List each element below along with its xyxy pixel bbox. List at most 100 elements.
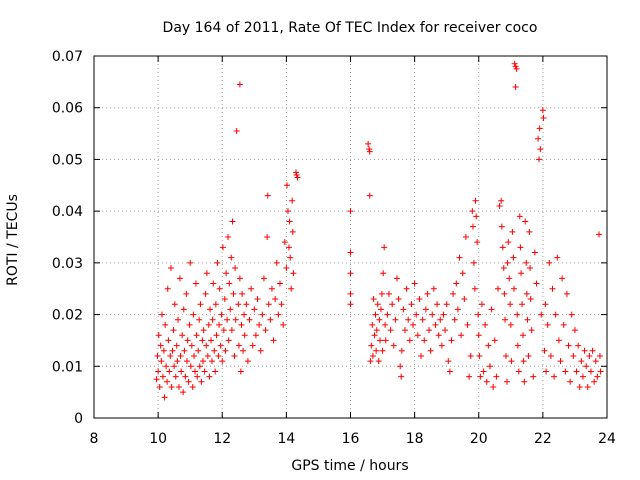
data-point: [188, 342, 195, 349]
data-point: [488, 306, 495, 313]
data-point: [422, 306, 429, 313]
data-point: [219, 244, 226, 251]
data-point: [451, 316, 458, 323]
y-tick-label: 0.05: [52, 152, 83, 168]
data-point: [494, 285, 501, 292]
data-point: [347, 301, 354, 308]
data-point: [347, 290, 354, 297]
data-point: [400, 306, 407, 313]
data-point: [584, 383, 591, 390]
data-point: [254, 296, 261, 303]
data-point: [525, 352, 532, 359]
data-point: [157, 342, 164, 349]
data-point: [535, 135, 542, 142]
data-point: [236, 81, 243, 88]
data-point: [472, 197, 479, 204]
data-point: [217, 342, 224, 349]
data-point: [187, 363, 194, 370]
data-point: [244, 358, 251, 365]
data-point: [510, 254, 517, 261]
data-point: [201, 368, 208, 375]
data-point: [170, 327, 177, 334]
data-point: [398, 373, 405, 380]
data-point: [498, 197, 505, 204]
data-point: [280, 321, 287, 328]
data-point: [252, 332, 259, 339]
data-point: [175, 383, 182, 390]
data-point: [527, 296, 534, 303]
data-point: [181, 347, 188, 354]
data-point: [286, 218, 293, 225]
data-point: [289, 228, 296, 235]
data-point: [503, 352, 510, 359]
data-point: [369, 321, 376, 328]
data-point: [469, 208, 476, 215]
data-point: [562, 368, 569, 375]
data-point: [410, 321, 417, 328]
data-point: [462, 234, 469, 240]
data-point: [523, 290, 530, 297]
data-point: [578, 358, 585, 365]
data-point: [228, 327, 235, 334]
data-point: [480, 368, 487, 375]
data-point: [456, 254, 463, 261]
data-point: [288, 285, 295, 292]
data-point: [200, 327, 207, 334]
data-point: [466, 373, 473, 380]
data-point: [196, 316, 203, 323]
data-point: [467, 352, 474, 359]
data-point: [276, 280, 283, 287]
data-point: [402, 327, 409, 334]
data-point: [531, 249, 538, 256]
data-point: [513, 65, 520, 72]
data-point: [384, 311, 391, 318]
data-point: [213, 332, 220, 339]
data-point: [262, 327, 269, 334]
data-point: [464, 321, 471, 328]
data-point: [509, 228, 516, 235]
data-point: [183, 290, 190, 297]
data-point: [413, 311, 420, 318]
data-point: [491, 337, 498, 344]
data-point: [520, 358, 527, 365]
data-point: [248, 285, 255, 292]
data-point: [267, 316, 274, 323]
data-point: [184, 337, 191, 344]
data-point: [159, 373, 166, 380]
data-point: [432, 321, 439, 328]
data-point: [373, 347, 380, 354]
data-point: [419, 316, 426, 323]
x-tick-label: 16: [342, 431, 360, 447]
data-point: [458, 332, 465, 339]
data-point: [500, 265, 507, 272]
data-point: [453, 280, 460, 287]
grid-lines: [94, 56, 607, 418]
data-point: [461, 296, 468, 303]
data-point: [235, 342, 242, 349]
data-point: [374, 301, 381, 308]
data-point: [398, 347, 405, 354]
data-point: [270, 337, 277, 344]
data-point: [397, 363, 404, 370]
data-point: [272, 296, 279, 303]
data-point: [546, 259, 553, 266]
data-point: [206, 373, 213, 380]
y-tick-label: 0.03: [52, 256, 83, 272]
data-point: [251, 306, 258, 313]
data-point: [380, 270, 387, 277]
data-point: [411, 280, 418, 287]
data-point: [516, 213, 523, 220]
data-point: [434, 301, 441, 308]
data-point: [544, 321, 551, 328]
data-point: [158, 358, 165, 365]
data-point: [554, 254, 561, 261]
data-point: [347, 208, 354, 215]
data-point: [502, 316, 509, 323]
data-point: [231, 352, 238, 359]
data-point: [435, 332, 442, 339]
data-point: [568, 311, 575, 318]
data-point: [249, 342, 256, 349]
data-point: [421, 337, 428, 344]
data-point: [168, 383, 175, 390]
data-point: [257, 347, 264, 354]
